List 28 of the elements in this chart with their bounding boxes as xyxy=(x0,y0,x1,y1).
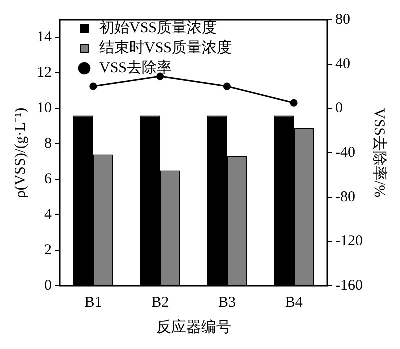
y2-tick-label: 80 xyxy=(336,12,351,28)
x-tick-label: B3 xyxy=(218,294,236,311)
x-tick-label: B4 xyxy=(285,294,304,311)
x-tick-label: B1 xyxy=(84,294,102,311)
y-tick-label: 2 xyxy=(44,242,52,258)
x-tick-label: B2 xyxy=(152,294,170,311)
y2-tick-label: -40 xyxy=(336,144,356,161)
y2-tick-label: -120 xyxy=(336,234,364,250)
y-tick-label: 12 xyxy=(37,65,52,82)
y2-tick-label: 0 xyxy=(336,100,344,117)
y2-axis-title: VSS去除率/% xyxy=(371,108,388,198)
point xyxy=(90,82,98,90)
y-tick-label: 4 xyxy=(44,207,52,224)
point xyxy=(290,99,298,107)
y2-tick-label: -160 xyxy=(336,278,364,294)
legend-label: VSS去除率 xyxy=(100,59,172,76)
y-tick-label: 6 xyxy=(44,172,52,188)
y2-tick-label: -80 xyxy=(336,189,356,206)
y-tick-label: 8 xyxy=(44,136,52,152)
y-tick-label: 10 xyxy=(37,100,52,117)
legend-label: 初始VSS质量浓度 xyxy=(100,19,218,36)
legend-label: 结束时VSS质量浓度 xyxy=(100,39,232,56)
y2-tick-label: 40 xyxy=(336,56,351,72)
x-axis-title: 反应器编号 xyxy=(156,318,232,336)
y-tick-label: 0 xyxy=(44,278,52,294)
y-tick-label: 14 xyxy=(37,30,52,46)
point xyxy=(223,82,231,90)
y-axis-title: ρ(VSS)/(g·L⁻¹) xyxy=(12,108,29,198)
